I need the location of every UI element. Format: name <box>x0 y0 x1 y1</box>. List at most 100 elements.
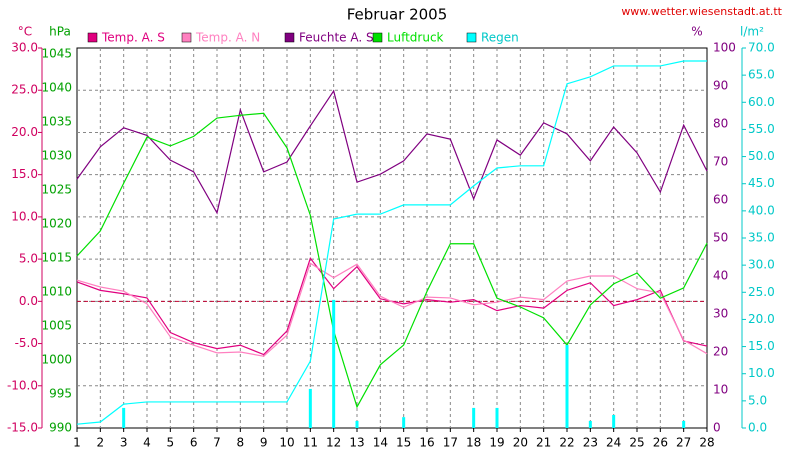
x-tick-label: 4 <box>143 436 151 450</box>
axis-unit: hPa <box>49 25 71 39</box>
x-tick-label: 16 <box>419 436 434 450</box>
y-tick-label: 1030 <box>41 149 72 163</box>
y-tick-label: 30.0 <box>11 41 38 55</box>
y-tick-label: 20.0 <box>11 125 38 139</box>
line <box>76 262 708 357</box>
y-tick-label: 15.0 <box>748 339 775 353</box>
y-tick-label: 0 <box>713 421 721 435</box>
x-tick-label: 27 <box>676 436 691 450</box>
axis-unit: °C <box>18 25 32 39</box>
y-tick-label: 100 <box>713 41 736 55</box>
y-tick-label: 0.0 <box>748 421 767 435</box>
y-tick-label: 10 <box>713 383 728 397</box>
y-tick-label: 25.0 <box>11 83 38 97</box>
bar <box>472 407 476 428</box>
x-tick-label: 2 <box>97 436 105 450</box>
y-tick-label: 55.0 <box>748 122 775 136</box>
legend-label: Luftdruck <box>387 31 444 45</box>
y-tick-label: 1005 <box>41 319 72 333</box>
x-tick-label: 21 <box>536 436 551 450</box>
x-tick-label: 28 <box>699 436 714 450</box>
x-tick-label: 15 <box>396 436 411 450</box>
plot-frame <box>76 47 708 429</box>
y-tick-label: 70 <box>713 155 728 169</box>
bar <box>332 299 336 428</box>
y-tick-label: 30.0 <box>748 258 775 272</box>
x-tick-label: 26 <box>653 436 668 450</box>
y-tick-label: 1025 <box>41 183 72 197</box>
y-tick-label: 1020 <box>41 217 72 231</box>
y-tick-label: 1040 <box>41 81 72 95</box>
source: www.wetter.wiesenstadt.at.tt <box>621 5 782 18</box>
y-tick-label: -10.0 <box>7 378 38 392</box>
y-tick-label: -5.0 <box>15 336 38 350</box>
legend-swatch <box>284 32 295 43</box>
bar <box>402 417 406 428</box>
x-tick-label: 23 <box>583 436 598 450</box>
y-tick-label: 990 <box>49 421 72 435</box>
legend-swatch <box>372 32 383 43</box>
x-tick-label: 7 <box>213 436 221 450</box>
bar <box>308 388 312 428</box>
legend-label: Feuchte A. S <box>299 31 374 45</box>
x-tick-label: 10 <box>279 436 294 450</box>
legend-swatch <box>466 32 477 43</box>
y-tick-label: 70.0 <box>748 41 775 55</box>
y-tick-label: 50 <box>713 231 728 245</box>
bar <box>565 344 569 428</box>
y-tick-label: 1015 <box>41 251 72 265</box>
x-tick-label: 9 <box>260 436 268 450</box>
y-tick-label: 1000 <box>41 353 72 367</box>
line <box>76 89 708 215</box>
y-tick-label: 5.0 <box>19 252 38 266</box>
y-tick-label: 20 <box>713 345 728 359</box>
bar <box>495 407 499 428</box>
y-tick-label: 30 <box>713 307 728 321</box>
line <box>76 60 707 425</box>
y-tick-label: -15.0 <box>7 421 38 435</box>
x-tick-label: 12 <box>326 436 341 450</box>
x-tick-label: 8 <box>237 436 245 450</box>
legend-label: Temp. A. N <box>195 31 260 45</box>
y-tick-label: 5.0 <box>748 393 767 407</box>
legend-swatch <box>87 32 98 43</box>
axis-unit: % <box>691 25 702 39</box>
x-tick-label: 6 <box>190 436 198 450</box>
y-tick-label: 60 <box>713 193 728 207</box>
x-tick-label: 14 <box>373 436 388 450</box>
y-tick-label: 10.0 <box>748 366 775 380</box>
chart-title: Februar 2005 <box>347 6 448 24</box>
x-tick-label: 20 <box>513 436 528 450</box>
y-tick-label: 0.0 <box>19 294 38 308</box>
x-tick-label: 22 <box>559 436 574 450</box>
bar <box>122 407 126 428</box>
y-tick-label: 65.0 <box>748 68 775 82</box>
x-tick-label: 5 <box>167 436 175 450</box>
y-tick-label: 10.0 <box>11 209 38 223</box>
y-tick-label: 40 <box>713 269 728 283</box>
x-tick-label: 17 <box>443 436 458 450</box>
y-tick-label: 50.0 <box>748 149 775 163</box>
y-tick-label: 995 <box>49 387 72 401</box>
legend-label: Regen <box>481 31 519 45</box>
legend-label: Temp. A. S <box>101 31 165 45</box>
y-tick-label: 35.0 <box>748 231 775 245</box>
y-tick-label: 1010 <box>41 285 72 299</box>
bar <box>588 420 592 428</box>
x-tick-label: 3 <box>120 436 128 450</box>
y-tick-label: 45.0 <box>748 176 775 190</box>
bar <box>612 414 616 428</box>
y-tick-label: 20.0 <box>748 312 775 326</box>
y-tick-label: 15.0 <box>11 167 38 181</box>
x-tick-label: 24 <box>606 436 621 450</box>
x-tick-label: 19 <box>489 436 504 450</box>
line <box>76 112 708 409</box>
bar <box>682 420 686 428</box>
y-tick-label: 40.0 <box>748 203 775 217</box>
y-tick-label: 1045 <box>41 47 72 61</box>
y-tick-label: 1035 <box>41 115 72 129</box>
x-tick-label: 25 <box>629 436 644 450</box>
y-tick-label: 25.0 <box>748 285 775 299</box>
